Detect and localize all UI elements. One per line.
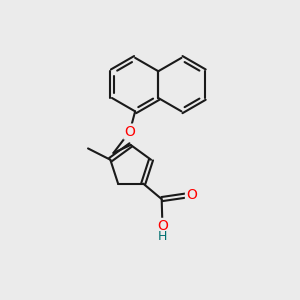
Text: H: H bbox=[158, 230, 167, 243]
Text: O: O bbox=[186, 188, 197, 202]
Text: O: O bbox=[124, 124, 135, 139]
Text: O: O bbox=[157, 219, 168, 233]
